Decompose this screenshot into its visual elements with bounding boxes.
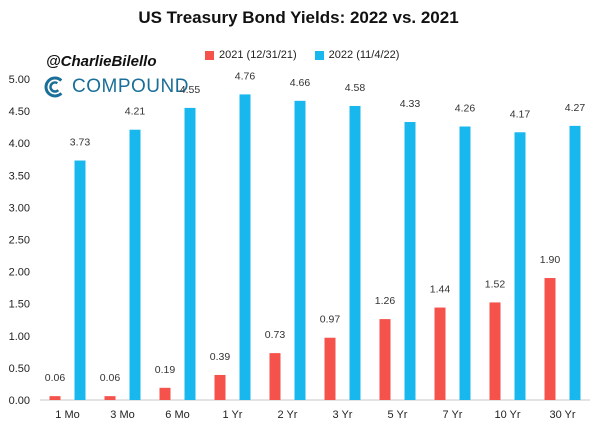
bar-2021 [324,337,336,400]
data-label-2022: 4.17 [510,108,531,120]
bar-2022 [349,105,361,401]
data-label-2022: 3.73 [70,137,91,149]
x-tick-label: 7 Yr [443,409,463,421]
bar-2022 [514,132,526,400]
data-label-2022: 4.76 [235,70,256,82]
y-tick-label: 1.00 [9,331,30,343]
data-label-2022: 4.27 [565,102,586,114]
bar-2021 [544,278,556,400]
legend-label-2021: 2021 (12/31/21) [219,49,297,61]
y-tick-label: 0.50 [9,363,30,375]
bar-2022 [569,125,581,400]
data-label-2021: 0.97 [320,314,341,326]
x-tick-label: 5 Yr [388,409,408,421]
brand-logo: COMPOUND [44,74,189,100]
legend-label-2022: 2022 (11/4/22) [328,49,400,61]
compound-logo-icon [44,76,66,98]
bar-2021 [214,374,226,400]
bar-2021 [49,396,61,400]
bar-2022 [404,122,416,400]
bar-2021 [104,396,116,400]
y-tick-label: 4.00 [9,138,30,150]
y-tick-label: 1.50 [9,299,30,311]
bar-2021 [379,319,391,400]
bar-2022 [239,94,251,401]
data-label-2022: 4.21 [125,106,146,118]
bar-2021 [489,302,501,400]
bar-2021 [269,353,281,400]
x-tick-label: 2 Yr [278,409,298,421]
y-tick-label: 3.50 [9,170,30,182]
legend-item-2021: 2021 (12/31/21) [205,49,297,61]
data-label-2021: 1.26 [375,295,396,307]
legend-swatch-2021 [205,50,214,60]
data-label-2021: 0.39 [210,351,231,363]
data-label-2022: 4.55 [180,84,201,96]
x-tick-label: 3 Mo [110,409,134,421]
y-tick-label: 0.00 [9,395,30,407]
x-tick-label: 1 Mo [55,409,79,421]
chart-legend: 2021 (12/31/21) 2022 (11/4/22) [205,49,417,61]
y-tick-label: 5.00 [9,74,30,86]
legend-item-2022: 2022 (11/4/22) [314,49,400,61]
data-label-2022: 4.33 [400,98,421,110]
x-tick-label: 6 Mo [165,409,189,421]
x-tick-label: 3 Yr [333,409,353,421]
data-label-2022: 4.26 [455,103,476,115]
bar-2022 [184,107,196,400]
bar-2022 [459,126,471,401]
x-tick-label: 10 Yr [494,409,520,421]
author-handle: @CharlieBilello [46,53,157,70]
bar-2022 [74,160,86,400]
y-tick-label: 2.00 [9,267,30,279]
legend-swatch-2022 [314,50,324,60]
data-label-2021: 1.44 [430,284,451,296]
data-label-2021: 0.73 [265,329,286,341]
bar-2021 [434,307,446,400]
bar-2022 [294,100,306,400]
bar-2021 [159,387,171,400]
data-label-2021: 1.52 [485,278,506,290]
y-tick-label: 3.00 [9,202,30,214]
x-tick-label: 1 Yr [223,409,243,421]
y-tick-label: 2.50 [9,235,30,247]
chart-title: US Treasury Bond Yields: 2022 vs. 2021 [138,8,459,27]
y-tick-label: 4.50 [9,106,30,118]
data-label-2022: 4.66 [290,77,311,89]
data-label-2021: 0.06 [45,372,66,384]
bar-2022 [129,129,141,400]
data-label-2021: 1.90 [540,254,561,266]
data-label-2021: 0.19 [155,364,176,376]
data-label-2021: 0.06 [100,372,121,384]
x-tick-label: 30 Yr [549,409,575,421]
brand-name: COMPOUND [72,76,189,97]
data-label-2022: 4.58 [345,82,366,94]
